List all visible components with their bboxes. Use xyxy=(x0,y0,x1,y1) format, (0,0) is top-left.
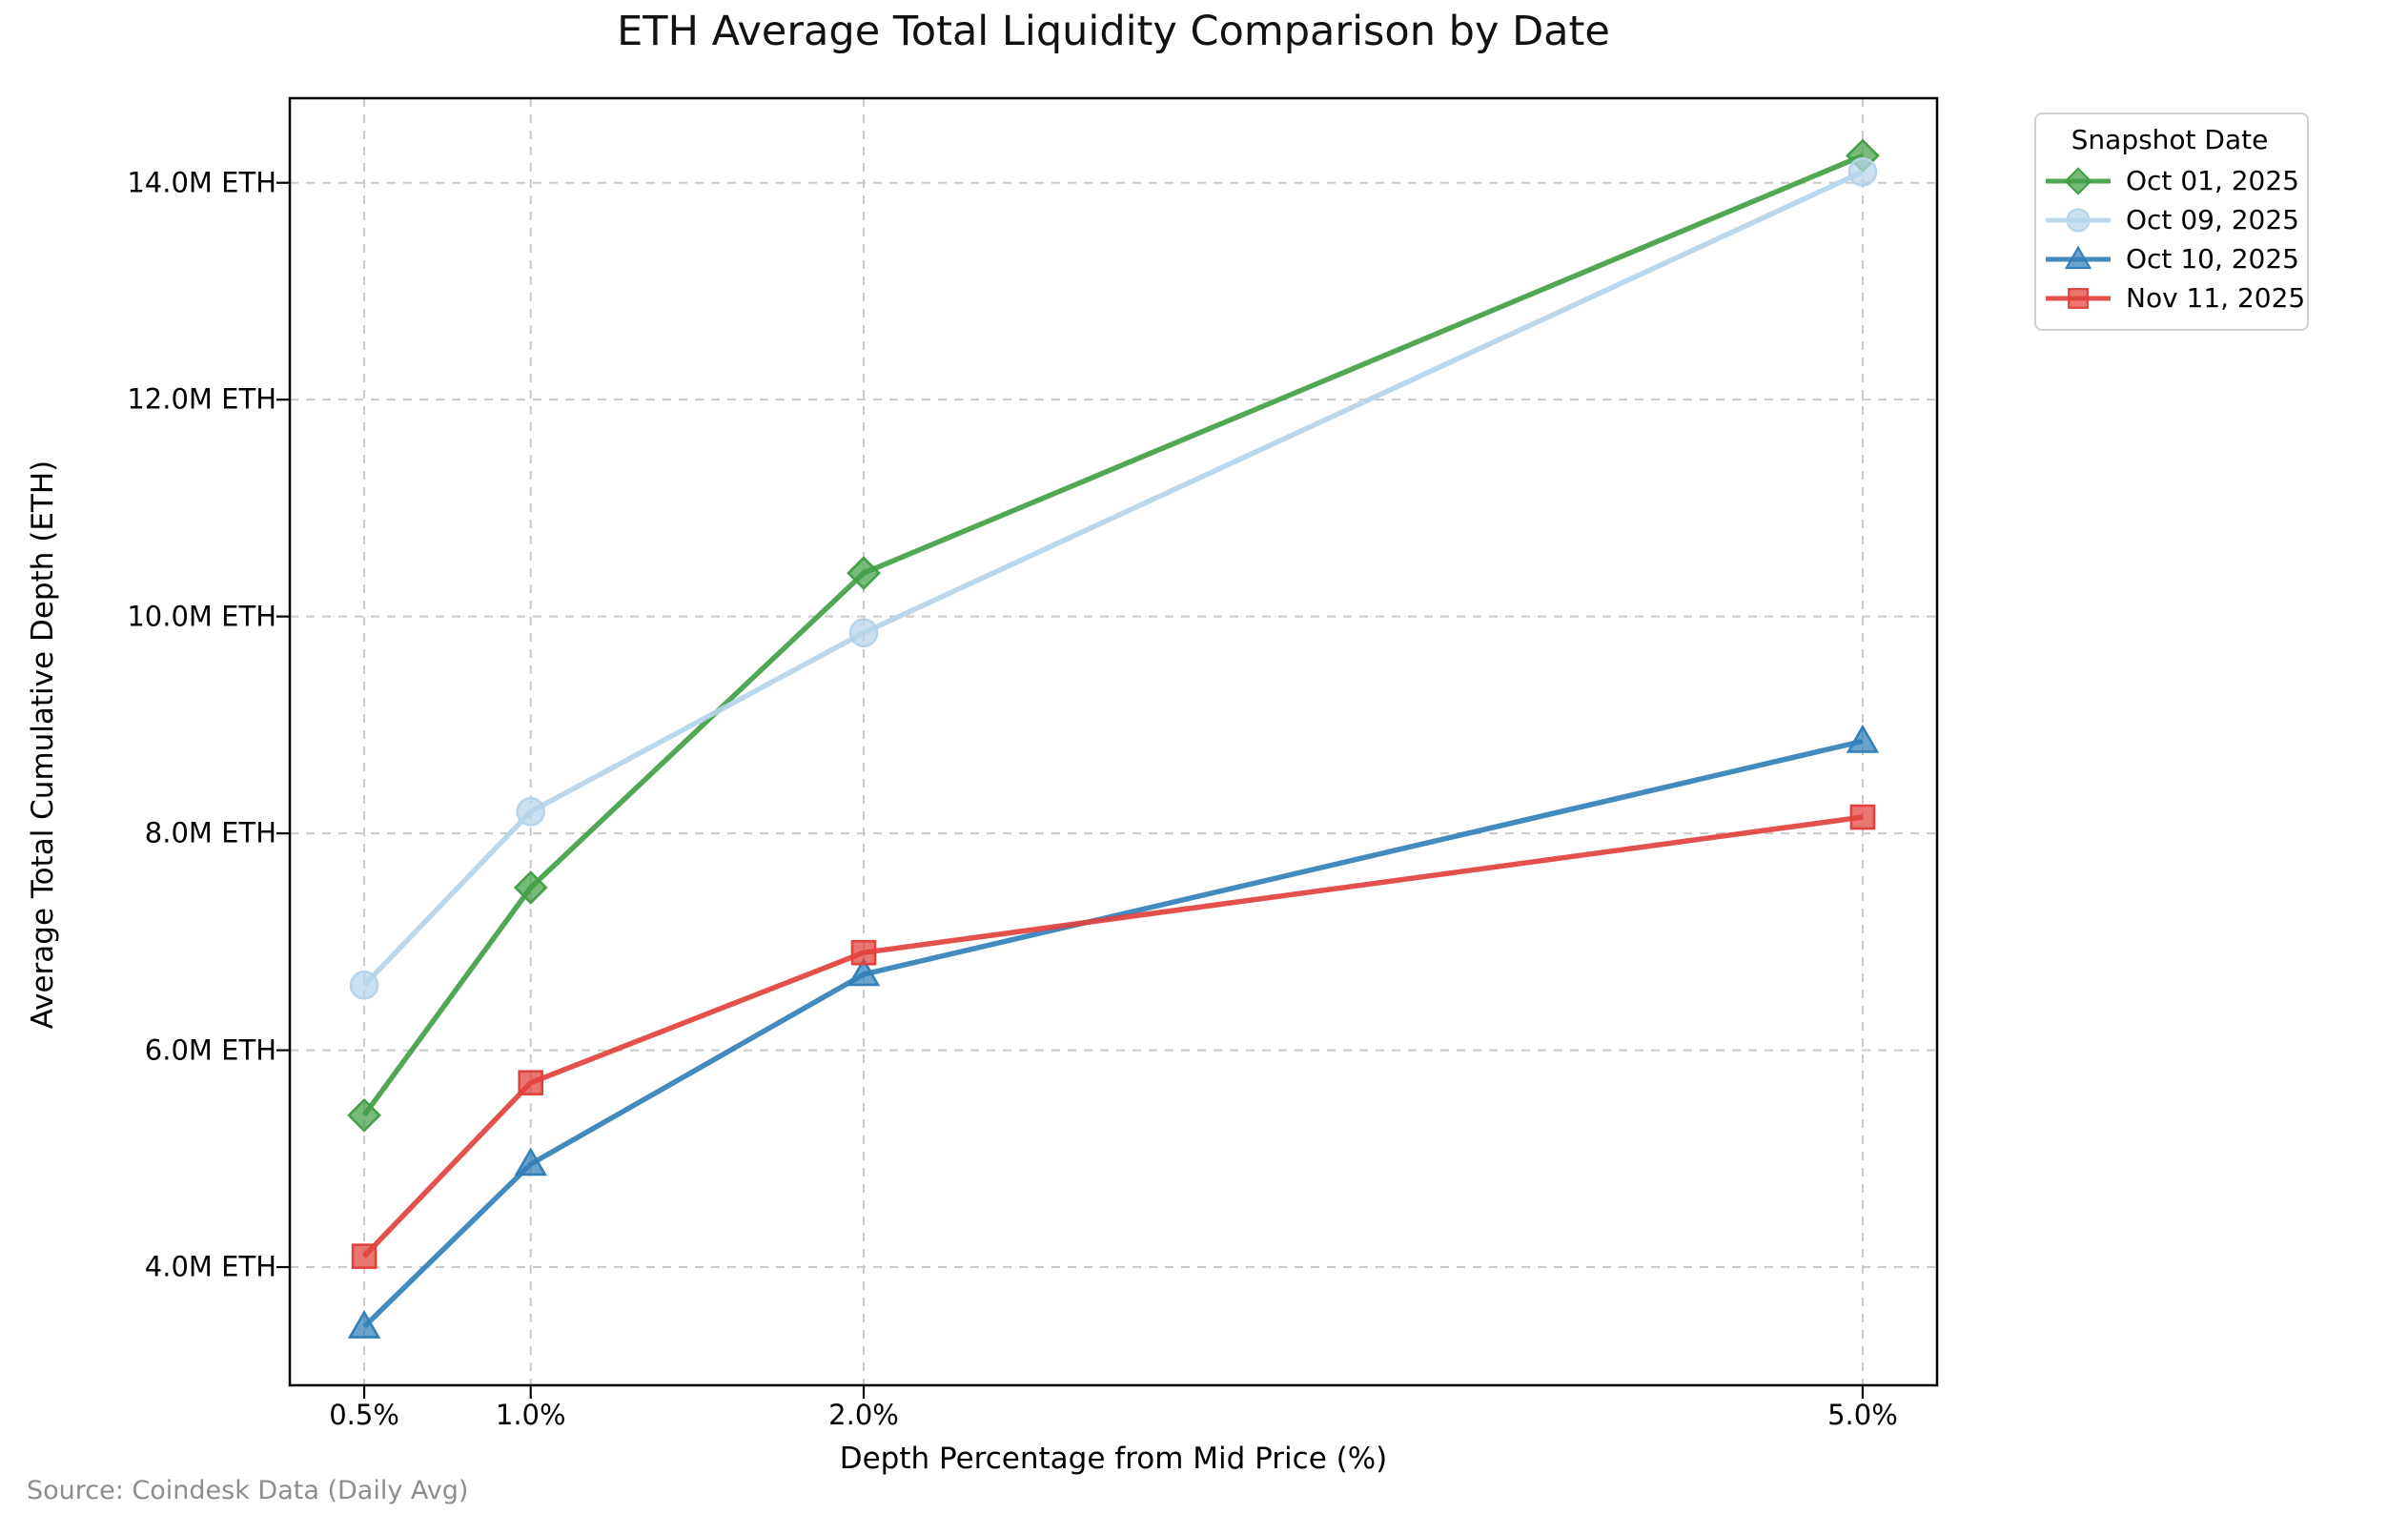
legend-item-oct-01-2025: Oct 01, 2025 xyxy=(2044,161,2299,200)
x-axis-label: Depth Percentage from Mid Price (%) xyxy=(839,1442,1388,1476)
y-tick-label: 12.0M ETH xyxy=(127,382,276,416)
y-tick-label: 10.0M ETH xyxy=(127,600,276,633)
square-marker xyxy=(1849,804,1876,830)
circle-marker xyxy=(1847,157,1878,187)
diamond-legend-swatch xyxy=(2046,166,2111,195)
circle-legend-swatch xyxy=(2046,207,2111,233)
x-tick-label: 0.5% xyxy=(329,1399,399,1431)
y-tick-label: 6.0M ETH xyxy=(144,1033,276,1067)
legend-box: Snapshot Date Oct 01, 2025 Oct 09, 2025 Oc… xyxy=(2034,113,2309,331)
x-tick-label: 2.0% xyxy=(828,1399,899,1431)
triangle-marker xyxy=(514,1147,547,1176)
square-marker xyxy=(518,1070,544,1095)
square-legend-swatch xyxy=(2046,287,2111,309)
series-line-oct-10-2025 xyxy=(362,738,1864,1329)
square-marker xyxy=(2068,287,2089,309)
legend-label: Oct 10, 2025 xyxy=(2126,243,2299,275)
legend-title: Snapshot Date xyxy=(2071,124,2269,155)
diamond-marker xyxy=(847,556,881,590)
diamond-marker xyxy=(2064,166,2092,195)
y-tick-label: 14.0M ETH xyxy=(127,166,276,199)
legend-label: Nov 11, 2025 xyxy=(2126,282,2306,314)
triangle-marker xyxy=(847,957,881,987)
legend-rows: Oct 01, 2025 Oct 09, 2025 Oct 10, 2025 Nov … xyxy=(2044,161,2305,317)
legend-label: Oct 09, 2025 xyxy=(2126,204,2299,235)
legend-label: Oct 01, 2025 xyxy=(2126,165,2299,196)
square-marker xyxy=(850,939,877,966)
series-line-oct-01-2025 xyxy=(361,153,1864,1117)
x-tick-label: 5.0% xyxy=(1827,1399,1898,1431)
diamond-marker xyxy=(513,870,548,905)
series-line-oct-09-2025 xyxy=(362,169,1865,988)
circle-marker xyxy=(2066,207,2091,233)
plot-border xyxy=(288,96,1939,1387)
circle-marker xyxy=(516,797,546,827)
series-line-nov-11-2025 xyxy=(362,814,1864,1258)
legend-item-nov-11-2025: Nov 11, 2025 xyxy=(2044,278,2305,317)
circle-marker xyxy=(349,971,379,1000)
square-marker xyxy=(351,1243,378,1269)
y-tick-label: 4.0M ETH xyxy=(144,1250,276,1283)
y-tick-label: 8.0M ETH xyxy=(144,816,276,849)
legend-item-oct-10-2025: Oct 10, 2025 xyxy=(2044,239,2299,278)
circle-marker xyxy=(848,618,879,647)
diamond-marker xyxy=(347,1097,381,1133)
triangle-marker xyxy=(2064,245,2092,269)
triangle-marker xyxy=(347,1309,381,1339)
legend-item-oct-09-2025: Oct 09, 2025 xyxy=(2044,200,2299,239)
x-tick-label: 1.0% xyxy=(495,1399,566,1431)
triangle-marker xyxy=(1846,724,1880,753)
chart-title: ETH Average Total Liquidity Comparison b… xyxy=(617,8,1610,55)
source-note: Source: Coindesk Data (Daily Avg) xyxy=(27,1476,469,1505)
triangle-legend-swatch xyxy=(2046,245,2111,269)
